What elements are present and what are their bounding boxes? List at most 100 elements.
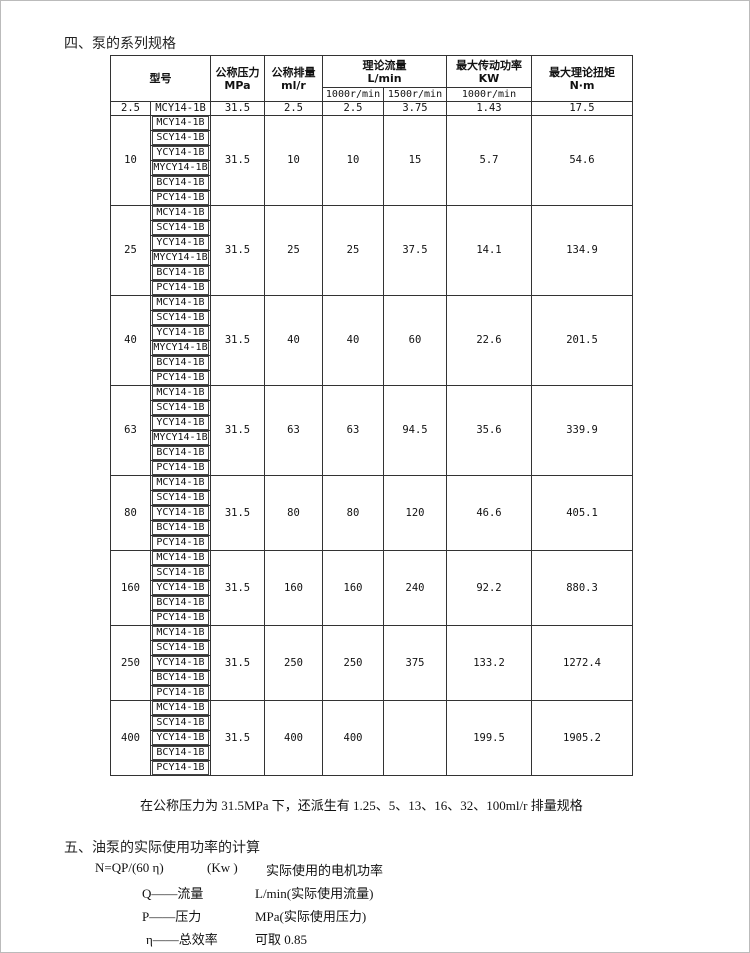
q1500-cell: 240 — [383, 550, 447, 626]
model-cell: SCY14-1B — [150, 715, 211, 731]
size-cell: 80 — [110, 475, 151, 551]
model-label: PCY14-1B — [152, 536, 209, 550]
torque-cell: 17.5 — [531, 101, 633, 116]
q1000-cell: 2.5 — [322, 101, 384, 116]
model-cell: BCY14-1B — [150, 595, 211, 611]
size-cell: 160 — [110, 550, 151, 626]
model-label: BCY14-1B — [152, 356, 209, 370]
q1500-cell: 375 — [383, 625, 447, 701]
model-label: MCY14-1B — [152, 476, 209, 490]
table-row: 63 MCY14-1B 31.5 63 63 94.5 35.6 339.9 — [110, 385, 633, 476]
pressure-cell: 31.5 — [210, 385, 265, 476]
model-label: YCY14-1B — [152, 731, 209, 745]
table-row: SCY14-1B — [111, 310, 633, 326]
displacement-cell: 25 — [264, 205, 323, 296]
model-label: PCY14-1B — [152, 761, 209, 775]
model-cell: SCY14-1B — [150, 490, 211, 506]
model-label: PCY14-1B — [152, 191, 209, 205]
model-label: BCY14-1B — [152, 746, 209, 760]
model-cell: BCY14-1B — [150, 175, 211, 191]
model-label: PCY14-1B — [152, 461, 209, 475]
torque-cell: 1905.2 — [531, 700, 633, 776]
model-cell: SCY14-1B — [150, 400, 211, 416]
table-row: 160 MCY14-1B 31.5 160 160 240 92.2 880.3 — [110, 550, 633, 626]
table-row: MYCY14-1B — [111, 430, 633, 446]
var-p-desc: MPa(实际使用压力) — [255, 909, 367, 924]
model-label: YCY14-1B — [152, 656, 209, 670]
q1000-cell: 160 — [322, 550, 384, 626]
model-label: SCY14-1B — [152, 221, 209, 235]
header-label: 公称压力 — [215, 65, 260, 79]
header-pressure: 公称压力 MPa — [210, 55, 265, 102]
model-label: SCY14-1B — [152, 491, 209, 505]
derived-spec-note: 在公称压力为 31.5MPa 下，还派生有 1.25、5、13、16、32、10… — [140, 798, 583, 813]
model-label: BCY14-1B — [152, 176, 209, 190]
model-cell: MCY14-1B — [150, 550, 211, 566]
table-row: SCY14-1B — [111, 220, 633, 236]
q1000-cell: 400 — [322, 700, 384, 776]
table-row: 40 MCY14-1B 31.5 40 40 60 22.6 201.5 — [110, 295, 633, 386]
displacement-cell: 40 — [264, 295, 323, 386]
model-cell: PCY14-1B — [150, 610, 211, 626]
header-flow-1000: 1000r/min — [322, 87, 384, 102]
model-cell: PCY14-1B — [150, 460, 211, 476]
header-unit: ml/r — [281, 78, 306, 92]
model-label: SCY14-1B — [152, 716, 209, 730]
pressure-cell: 31.5 — [210, 550, 265, 626]
pressure-cell: 31.5 — [210, 115, 265, 206]
header-label: 公称排量 — [271, 65, 316, 79]
model-cell: MCY14-1B — [150, 295, 211, 311]
model-cell: MCY14-1B — [150, 101, 211, 116]
model-label: YCY14-1B — [152, 416, 209, 430]
model-cell: YCY14-1B — [150, 325, 211, 341]
model-cell: YCY14-1B — [150, 730, 211, 746]
q1500-cell: 37.5 — [383, 205, 447, 296]
model-label: SCY14-1B — [152, 401, 209, 415]
q1000-cell: 250 — [322, 625, 384, 701]
model-cell: MYCY14-1B — [150, 340, 211, 356]
torque-cell: 201.5 — [531, 295, 633, 386]
model-cell: MCY14-1B — [150, 700, 211, 716]
model-label: BCY14-1B — [152, 266, 209, 280]
model-cell: YCY14-1B — [150, 145, 211, 161]
q1500-cell: 60 — [383, 295, 447, 386]
model-label: SCY14-1B — [152, 311, 209, 325]
table-row: 80 MCY14-1B 31.5 80 80 120 46.6 405.1 — [110, 475, 633, 551]
section4-title: 四、泵的系列规格 — [64, 36, 176, 52]
model-cell: YCY14-1B — [150, 655, 211, 671]
torque-cell: 405.1 — [531, 475, 633, 551]
model-cell: MCY14-1B — [150, 475, 211, 491]
displacement-cell: 80 — [264, 475, 323, 551]
header-power: 最大传动功率 KW — [446, 55, 532, 88]
table-row: PCY14-1B — [111, 370, 633, 386]
torque-cell: 339.9 — [531, 385, 633, 476]
q1500-cell: 15 — [383, 115, 447, 206]
model-label: BCY14-1B — [152, 446, 209, 460]
size-cell: 10 — [110, 115, 151, 206]
pressure-cell: 31.5 — [210, 101, 265, 116]
table-row: 400 MCY14-1B 31.5 400 400 199.5 1905.2 — [110, 700, 633, 776]
header-label: 最大理论扭矩 — [549, 65, 615, 79]
model-label: PCY14-1B — [152, 281, 209, 295]
table-row: YCY14-1B — [111, 145, 633, 161]
size-cell: 40 — [110, 295, 151, 386]
model-cell: PCY14-1B — [150, 535, 211, 551]
model-cell: PCY14-1B — [150, 280, 211, 296]
model-cell: SCY14-1B — [150, 640, 211, 656]
table-row: PCY14-1B — [111, 280, 633, 296]
var-p-symbol: P——压力 — [142, 909, 202, 924]
model-label: MCY14-1B — [152, 296, 209, 310]
displacement-cell: 10 — [264, 115, 323, 206]
header-model: 型号 — [110, 55, 211, 102]
table-row: 10 MCY14-1B 31.5 10 10 15 5.7 54.6 — [110, 115, 633, 206]
formula-expression: N=QP/(60 η) — [95, 860, 164, 875]
model-label: MCY14-1B — [152, 551, 209, 565]
q1500-cell: 94.5 — [383, 385, 447, 476]
model-cell: SCY14-1B — [150, 565, 211, 581]
displacement-cell: 2.5 — [264, 101, 323, 116]
model-cell: PCY14-1B — [150, 685, 211, 701]
torque-cell: 880.3 — [531, 550, 633, 626]
q1000-cell: 80 — [322, 475, 384, 551]
model-label: SCY14-1B — [152, 131, 209, 145]
header-torque: 最大理论扭矩 N·m — [531, 55, 633, 102]
